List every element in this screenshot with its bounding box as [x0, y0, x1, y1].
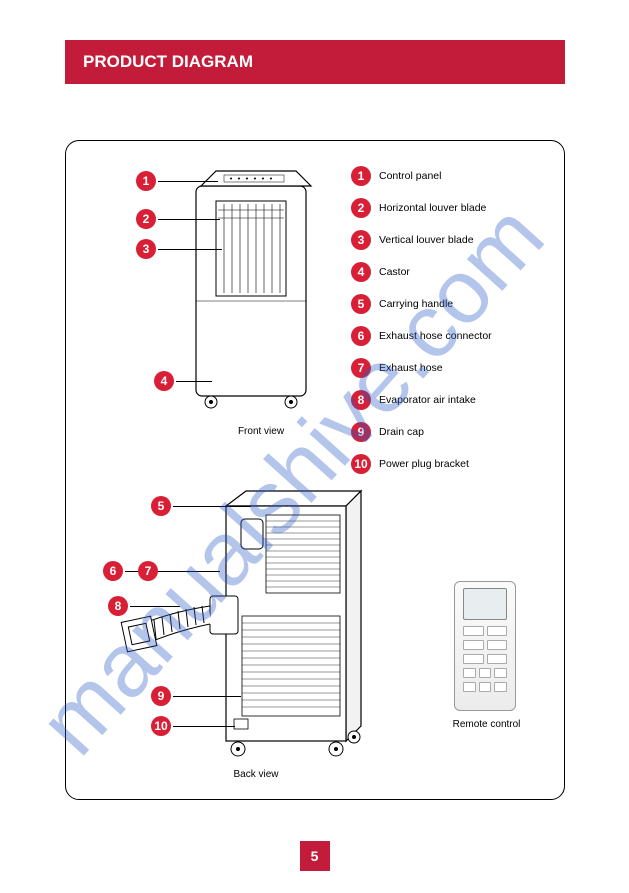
callout-9: 9 — [151, 686, 171, 706]
legend-item: 8Evaporator air intake — [351, 390, 492, 410]
legend-item: 2Horizontal louver blade — [351, 198, 492, 218]
legend-item: 3Vertical louver blade — [351, 230, 492, 250]
legend-item: 5Carrying handle — [351, 294, 492, 314]
legend-item: 1Control panel — [351, 166, 492, 186]
caption-remote: Remote control — [444, 719, 529, 730]
legend-list: 1Control panel 2Horizontal louver blade … — [351, 166, 492, 486]
leader-line — [173, 696, 241, 697]
page-number: 5 — [300, 841, 330, 871]
leader-line — [173, 506, 251, 507]
callout-6: 6 — [103, 561, 123, 581]
leader-line — [158, 181, 218, 182]
legend-item: 7Exhaust hose — [351, 358, 492, 378]
leader-line — [176, 381, 212, 382]
legend-item: 6Exhaust hose connector — [351, 326, 492, 346]
callout-1: 1 — [136, 171, 156, 191]
legend-item: 4Castor — [351, 262, 492, 282]
leader-line — [173, 726, 235, 727]
caption-front: Front view — [216, 426, 306, 437]
front-view-figure — [176, 166, 336, 421]
callout-2: 2 — [136, 209, 156, 229]
remote-control-figure — [454, 581, 516, 711]
legend-item: 10Power plug bracket — [351, 454, 492, 474]
legend-item: 9Drain cap — [351, 422, 492, 442]
leader-line — [130, 606, 180, 607]
callout-3: 3 — [136, 239, 156, 259]
header-bar: PRODUCT DIAGRAM — [65, 40, 565, 84]
callout-4: 4 — [154, 371, 174, 391]
callout-10: 10 — [151, 716, 171, 736]
callout-5: 5 — [151, 496, 171, 516]
leader-line — [158, 249, 222, 250]
leader-line — [158, 219, 220, 220]
caption-back: Back view — [211, 769, 301, 780]
callout-8: 8 — [108, 596, 128, 616]
callout-7: 7 — [138, 561, 158, 581]
diagram-panel: 1 2 3 4 — [65, 140, 565, 800]
